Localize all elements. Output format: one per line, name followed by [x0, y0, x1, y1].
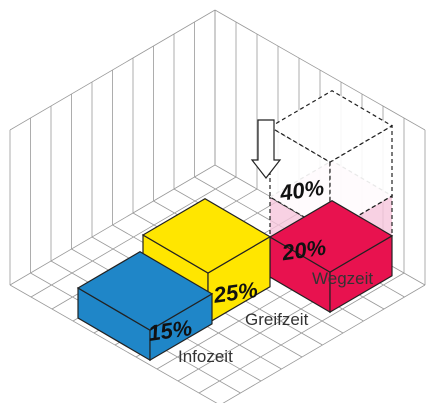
label: Infozeit	[178, 347, 233, 366]
block-label: 15%	[147, 315, 194, 346]
label: Greifzeit	[245, 310, 309, 329]
block-label: 25%	[211, 277, 259, 308]
diagram: 15%25%20%40% Infozeit Greifzeit Wegzeit	[0, 0, 431, 403]
label: Wegzeit	[312, 269, 373, 288]
blocks: 15%25%20%40%	[78, 91, 392, 360]
